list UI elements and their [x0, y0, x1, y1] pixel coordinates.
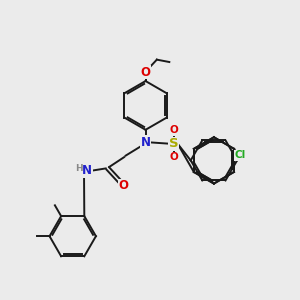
Text: S: S: [169, 137, 178, 150]
Text: N: N: [82, 164, 92, 177]
Text: O: O: [119, 179, 129, 192]
Text: H: H: [75, 164, 82, 173]
Text: O: O: [170, 125, 179, 135]
Text: Cl: Cl: [234, 150, 245, 160]
Text: O: O: [140, 66, 151, 79]
Text: O: O: [170, 152, 179, 162]
Text: N: N: [140, 136, 151, 149]
